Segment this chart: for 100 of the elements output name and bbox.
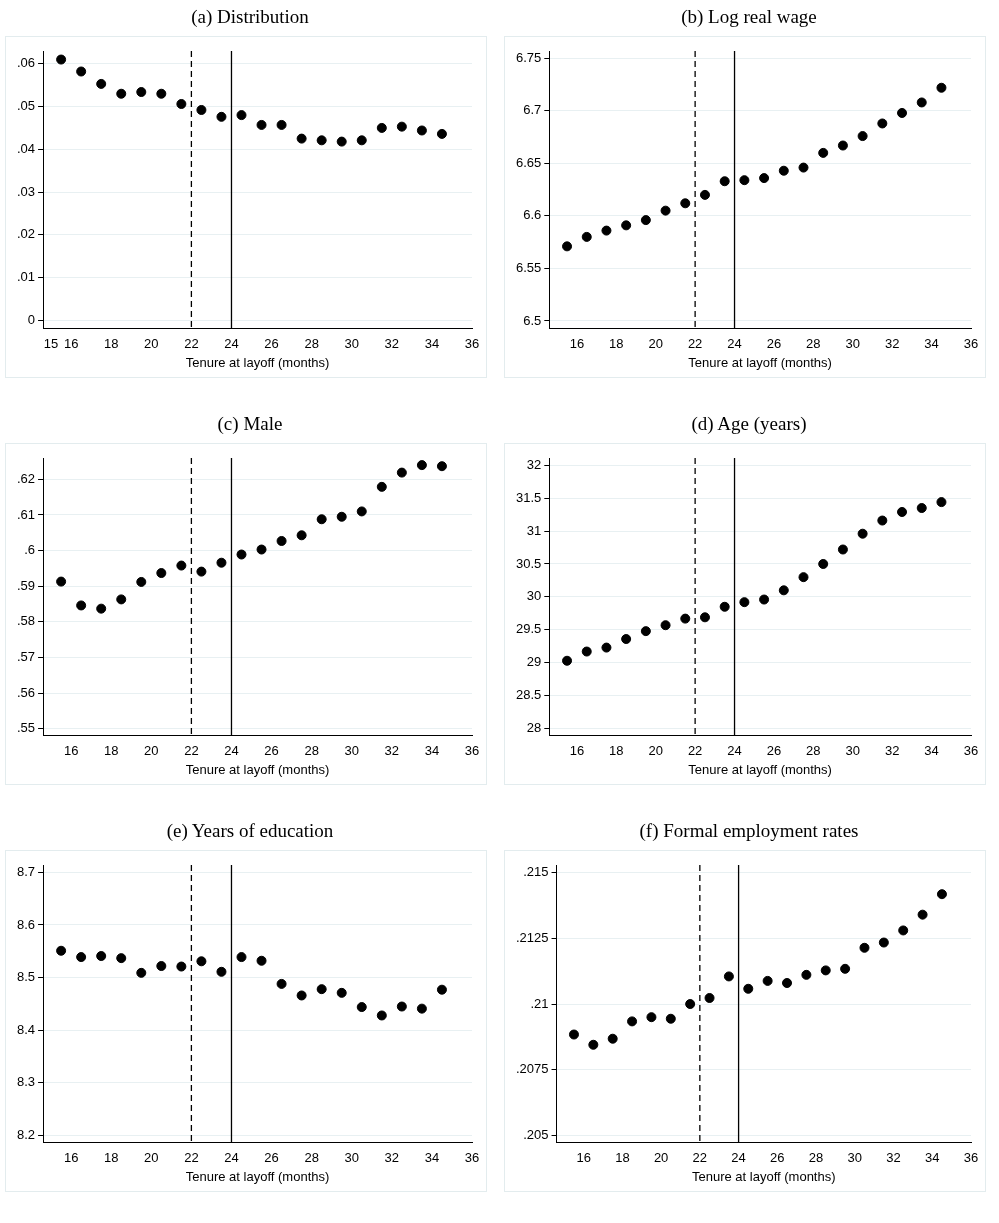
x-tick-label: 32	[886, 1150, 901, 1166]
point	[719, 176, 730, 187]
x-tick-label: 32	[384, 1150, 400, 1166]
point	[857, 528, 868, 539]
point	[396, 467, 407, 478]
point	[568, 1029, 579, 1040]
point	[640, 215, 651, 226]
x-axis-title: Tenure at layoff (months)	[691, 1168, 836, 1184]
point	[601, 225, 612, 236]
point	[76, 600, 87, 611]
point	[743, 983, 754, 994]
point	[704, 992, 715, 1003]
x-tick-label: 32	[884, 336, 900, 352]
x-tick-label: 36	[464, 336, 480, 352]
point	[176, 560, 187, 571]
y-tick-label: .02	[16, 226, 36, 242]
point	[56, 54, 67, 65]
x-tick-label: 18	[609, 336, 624, 352]
x-tick-label: 36	[464, 1150, 480, 1166]
x-tick-label: 16	[569, 336, 585, 352]
x-tick-label: 30	[344, 1150, 359, 1166]
point	[196, 104, 207, 115]
point	[818, 147, 829, 158]
x-tick-label: 36	[963, 743, 979, 759]
chart-title: (f) Formal employment rates	[638, 819, 860, 843]
x-tick-label: 16	[576, 1150, 591, 1166]
point	[916, 97, 927, 108]
point	[196, 956, 207, 967]
point	[156, 961, 167, 972]
y-tick-label: 8.4	[16, 1021, 36, 1037]
x-tick-label: 26	[766, 336, 782, 352]
point	[116, 594, 127, 605]
x-tick-label: 34	[925, 1150, 940, 1166]
x-tick-label: 16	[63, 336, 79, 352]
x-tick-label: 18	[103, 336, 119, 352]
x-tick-label: 36	[963, 336, 979, 352]
point	[56, 576, 67, 587]
point	[156, 568, 167, 579]
x-axis-title: Tenure at layoff (months)	[185, 761, 330, 777]
x-tick-label: 22	[184, 1150, 199, 1166]
point	[581, 231, 592, 242]
x-tick-label: 15	[43, 336, 59, 352]
y-tick-label: 31.5	[515, 489, 542, 505]
point	[176, 99, 187, 109]
y-tick-label: .56	[16, 684, 36, 700]
x-tick-label: 32	[884, 743, 900, 759]
point	[723, 971, 734, 982]
point	[136, 576, 147, 587]
y-tick-label: 29	[526, 654, 542, 670]
point	[739, 597, 750, 608]
chart-title: (e) Years of education	[165, 819, 335, 843]
point	[680, 613, 691, 624]
y-tick-label: 6.7	[523, 102, 542, 118]
point	[416, 460, 427, 471]
point	[680, 198, 691, 209]
point	[581, 646, 592, 657]
point	[236, 549, 247, 560]
y-tick-label: .04	[16, 140, 36, 156]
point	[216, 966, 227, 977]
x-tick-label: 22	[692, 1150, 708, 1166]
point	[818, 558, 829, 569]
y-tick-label: 0	[27, 311, 36, 327]
x-axis-title: Tenure at layoff (months)	[688, 761, 832, 777]
point	[416, 1003, 427, 1014]
point	[898, 925, 909, 936]
point	[316, 984, 327, 995]
y-tick-label: .06	[16, 55, 36, 71]
point	[136, 87, 147, 98]
point	[316, 514, 327, 525]
x-tick-label: 28	[304, 743, 319, 759]
point	[916, 503, 927, 514]
point	[356, 135, 367, 146]
point	[316, 135, 327, 146]
point	[877, 118, 888, 129]
point	[56, 945, 67, 956]
y-tick-label: 6.5	[523, 312, 542, 328]
x-tick-label: 32	[384, 743, 400, 759]
point	[857, 131, 868, 142]
y-tick-label: 8.6	[16, 916, 36, 932]
x-tick-label: 28	[304, 1150, 319, 1166]
point	[336, 987, 347, 998]
x-tick-label: 26	[770, 1150, 785, 1166]
x-tick-label: 28	[806, 336, 821, 352]
y-tick-label: .6	[24, 542, 36, 558]
point	[376, 1010, 387, 1021]
y-tick-label: 6.6	[523, 207, 542, 223]
point	[136, 967, 147, 978]
x-tick-label: 34	[424, 1150, 440, 1166]
y-tick-label: .2075	[515, 1061, 549, 1077]
y-tick-label: .215	[523, 864, 549, 880]
point	[396, 121, 407, 132]
x-tick-label: 26	[264, 336, 279, 352]
point	[436, 461, 447, 472]
x-tick-label: 16	[63, 743, 79, 759]
x-tick-label: 28	[808, 1150, 824, 1166]
point	[196, 566, 207, 577]
x-tick-label: 20	[144, 743, 159, 759]
y-tick-label: .01	[16, 269, 36, 285]
point	[336, 511, 347, 522]
point	[96, 951, 107, 962]
